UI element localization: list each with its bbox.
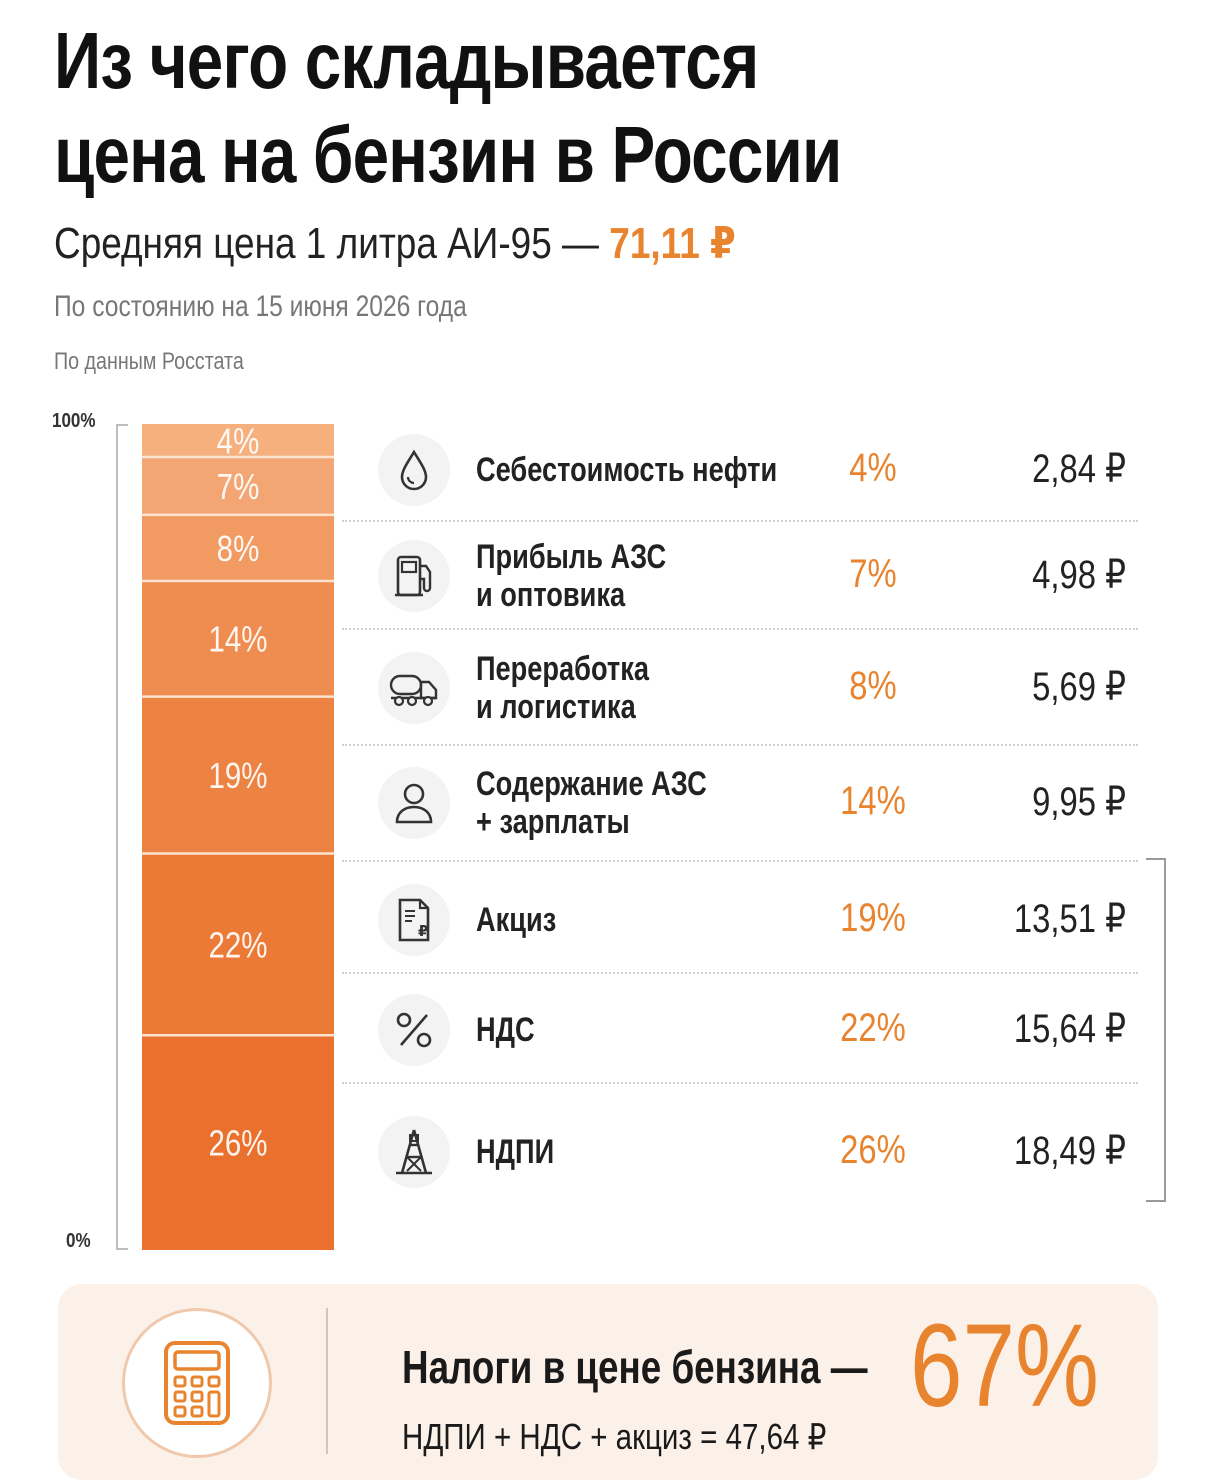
row-value: 2,84 ₽ [1032, 447, 1126, 491]
tanker-truck-icon [378, 652, 450, 724]
breakdown-row: Себестоимость нефти 4% 2,84 ₽ [378, 430, 1138, 510]
oil-rig-icon [378, 1116, 450, 1188]
bar-segment-1 [142, 424, 334, 458]
row-percent: 8% [849, 664, 897, 708]
title-line-1: Из чего складывается [54, 16, 759, 105]
row-label-line-1: Прибыль АЗС [476, 538, 667, 576]
percent-icon [378, 994, 450, 1066]
row-label: Акциз [476, 901, 812, 939]
row-value: 4,98 ₽ [1032, 553, 1126, 597]
row-label: Прибыль АЗС и оптовика [476, 538, 812, 614]
person-icon [378, 767, 450, 839]
date-note: По состоянию на 15 июня 2026 года [54, 290, 467, 323]
bar-segment-label: 7% [217, 466, 260, 506]
bar-segment-7 [142, 1035, 334, 1250]
row-percent: 14% [840, 779, 906, 823]
row-percent: 22% [840, 1006, 906, 1050]
row-percent: 4% [849, 446, 897, 490]
footer-divider [326, 1308, 328, 1454]
bar-segment-4 [142, 580, 334, 697]
row-divider [342, 520, 1138, 522]
bar-segment-3 [142, 514, 334, 581]
taxes-summary-panel: Налоги в цене бензина — НДПИ + НДС + акц… [58, 1284, 1158, 1480]
row-divider [342, 1082, 1138, 1084]
title-line-2: цена на бензин в России [54, 110, 842, 199]
row-percent: 19% [840, 896, 906, 940]
y-axis-top-label: 100% [52, 410, 96, 432]
row-percent: 7% [849, 552, 897, 596]
document-ruble-icon: ₽ [378, 884, 450, 956]
row-label: НДС [476, 1011, 812, 1049]
y-axis-top-tick [116, 424, 128, 426]
row-divider [342, 628, 1138, 630]
row-label-line-2: + зарплаты [476, 803, 630, 841]
row-divider [342, 744, 1138, 746]
breakdown-row: НДС 22% 15,64 ₽ [378, 990, 1138, 1070]
taxes-headline: Налоги в цене бензина — [402, 1341, 868, 1393]
row-label: Переработка и логистика [476, 650, 812, 726]
fuel-pump-icon [378, 540, 450, 612]
breakdown-row: ₽ Акциз 19% 13,51 ₽ [378, 880, 1138, 960]
row-value: 18,49 ₽ [1013, 1129, 1126, 1173]
bar-segment-label: 8% [217, 528, 260, 568]
subtitle-price: 71,11 ₽ [609, 219, 736, 268]
row-label: НДПИ [476, 1133, 812, 1171]
row-value: 5,69 ₽ [1032, 665, 1126, 709]
taxes-formula: НДПИ + НДС + акциз = 47,64 ₽ [402, 1416, 827, 1457]
breakdown-row: Содержание АЗС + зарплаты 14% 9,95 ₽ [378, 763, 1138, 843]
y-axis-bottom-tick [116, 1248, 128, 1250]
drop-icon [378, 434, 450, 506]
calculator-icon [122, 1308, 272, 1458]
row-divider [342, 860, 1138, 862]
row-divider [342, 972, 1138, 974]
bar-segment-6 [142, 853, 334, 1036]
row-label: Себестоимость нефти [476, 451, 812, 489]
taxes-share: 67% [910, 1300, 1099, 1432]
bar-segment-label: 19% [208, 755, 267, 795]
page-title: Из чего складывается цена на бензин в Ро… [54, 14, 956, 202]
subtitle: Средняя цена 1 литра АИ-95 — 71,11 ₽ [54, 216, 736, 272]
row-label: Содержание АЗС + зарплаты [476, 765, 812, 841]
y-axis-bottom-label: 0% [66, 1230, 91, 1252]
source-note: По данным Росстата [54, 348, 244, 375]
subtitle-prefix: Средняя цена 1 литра АИ-95 — [54, 219, 610, 268]
breakdown-row: Прибыль АЗС и оптовика 7% 4,98 ₽ [378, 536, 1138, 616]
row-value: 13,51 ₽ [1013, 897, 1126, 941]
breakdown-row: НДПИ 26% 18,49 ₽ [378, 1112, 1138, 1192]
bar-segment-2 [142, 457, 334, 515]
bar-segment-label: 14% [208, 619, 267, 659]
bar-segment-5 [142, 696, 334, 854]
row-label-line-1: Переработка [476, 650, 649, 688]
row-label-line-2: и оптовика [476, 576, 626, 614]
bar-segment-label: 22% [208, 925, 267, 965]
bar-segment-label: 26% [208, 1123, 267, 1163]
y-axis-line [116, 424, 118, 1250]
row-value: 9,95 ₽ [1032, 780, 1126, 824]
svg-text:₽: ₽ [418, 922, 428, 940]
taxes-bracket [1146, 858, 1166, 1202]
row-label-line-1: Себестоимость нефти [476, 451, 778, 489]
row-label-line-1: Акциз [476, 901, 557, 939]
row-label-line-2: и логистика [476, 688, 636, 726]
row-value: 15,64 ₽ [1013, 1007, 1126, 1051]
bar-segment-label: 4% [217, 421, 260, 461]
breakdown-row: Переработка и логистика 8% 5,69 ₽ [378, 648, 1138, 728]
row-percent: 26% [840, 1128, 906, 1172]
row-label-line-1: НДС [476, 1011, 535, 1049]
row-label-line-1: Содержание АЗС [476, 765, 707, 803]
row-label-line-1: НДПИ [476, 1133, 555, 1171]
